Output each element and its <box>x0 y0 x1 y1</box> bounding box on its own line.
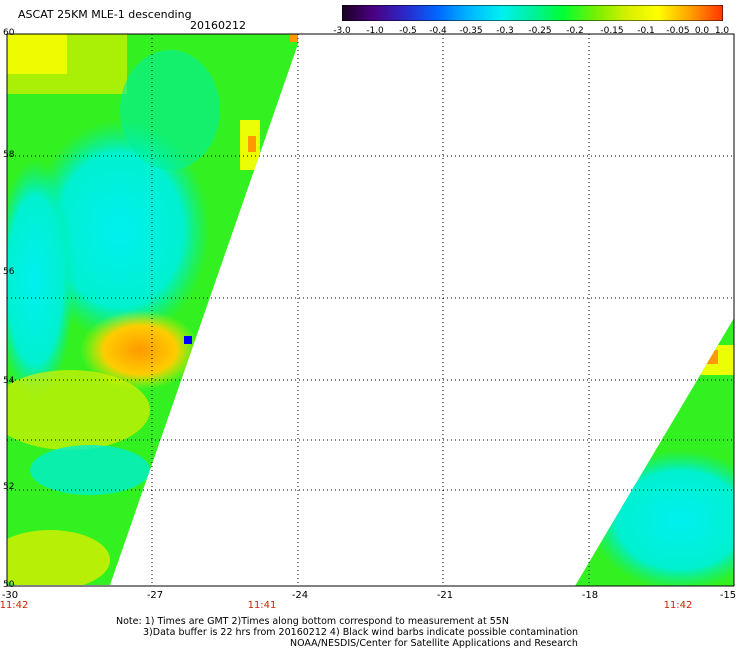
lon-label: -30 <box>1 590 19 601</box>
colorbar-label: 1.0 <box>714 26 730 36</box>
lat-label: 52 <box>3 482 15 492</box>
time-label: 11:41 <box>247 600 277 611</box>
colorbar-label: -0.05 <box>666 26 690 36</box>
lat-label: 56 <box>3 267 15 277</box>
colorbar-labels: -3.0 -1.0 -0.5 -0.4 -0.35 -0.3 -0.25 -0.… <box>330 26 730 38</box>
colorbar <box>342 5 723 21</box>
note-line-2: 3)Data buffer is 22 hrs from 20160212 4)… <box>143 627 579 638</box>
colorbar-label: -0.3 <box>496 26 514 36</box>
note-line-1: Note: 1) Times are GMT 2)Times along bot… <box>116 616 509 627</box>
right-swath <box>575 318 734 586</box>
colorbar-label: -0.4 <box>429 26 447 36</box>
left-swath <box>7 34 298 585</box>
product-title: ASCAT 25KM MLE-1 descending <box>18 8 192 21</box>
map-frame <box>6 33 735 587</box>
lat-label: 60 <box>3 28 15 38</box>
lon-label: -27 <box>146 590 164 601</box>
lat-label: 50 <box>3 580 15 590</box>
colorbar-label: -0.2 <box>566 26 584 36</box>
note-line-3: NOAA/NESDIS/Center for Satellite Applica… <box>290 638 578 649</box>
colorbar-label: -0.35 <box>459 26 483 36</box>
lat-label: 58 <box>3 150 15 160</box>
colorbar-label: -3.0 <box>333 26 351 36</box>
lon-label: -15 <box>719 590 737 601</box>
colorbar-label: -0.1 <box>637 26 655 36</box>
lon-label: -24 <box>291 590 309 601</box>
time-label: 11:42 <box>663 600 693 611</box>
colorbar-label: -0.5 <box>399 26 417 36</box>
lat-label: 54 <box>3 376 15 386</box>
colorbar-label: 0.0 <box>694 26 710 36</box>
product-date: 20160212 <box>190 19 246 32</box>
time-label: 11:42 <box>0 600 29 611</box>
graticule <box>7 34 734 586</box>
colorbar-label: -0.15 <box>600 26 624 36</box>
lon-label: -21 <box>436 590 454 601</box>
lon-label: -18 <box>581 590 599 601</box>
colorbar-label: -0.25 <box>528 26 552 36</box>
colorbar-label: -1.0 <box>366 26 384 36</box>
